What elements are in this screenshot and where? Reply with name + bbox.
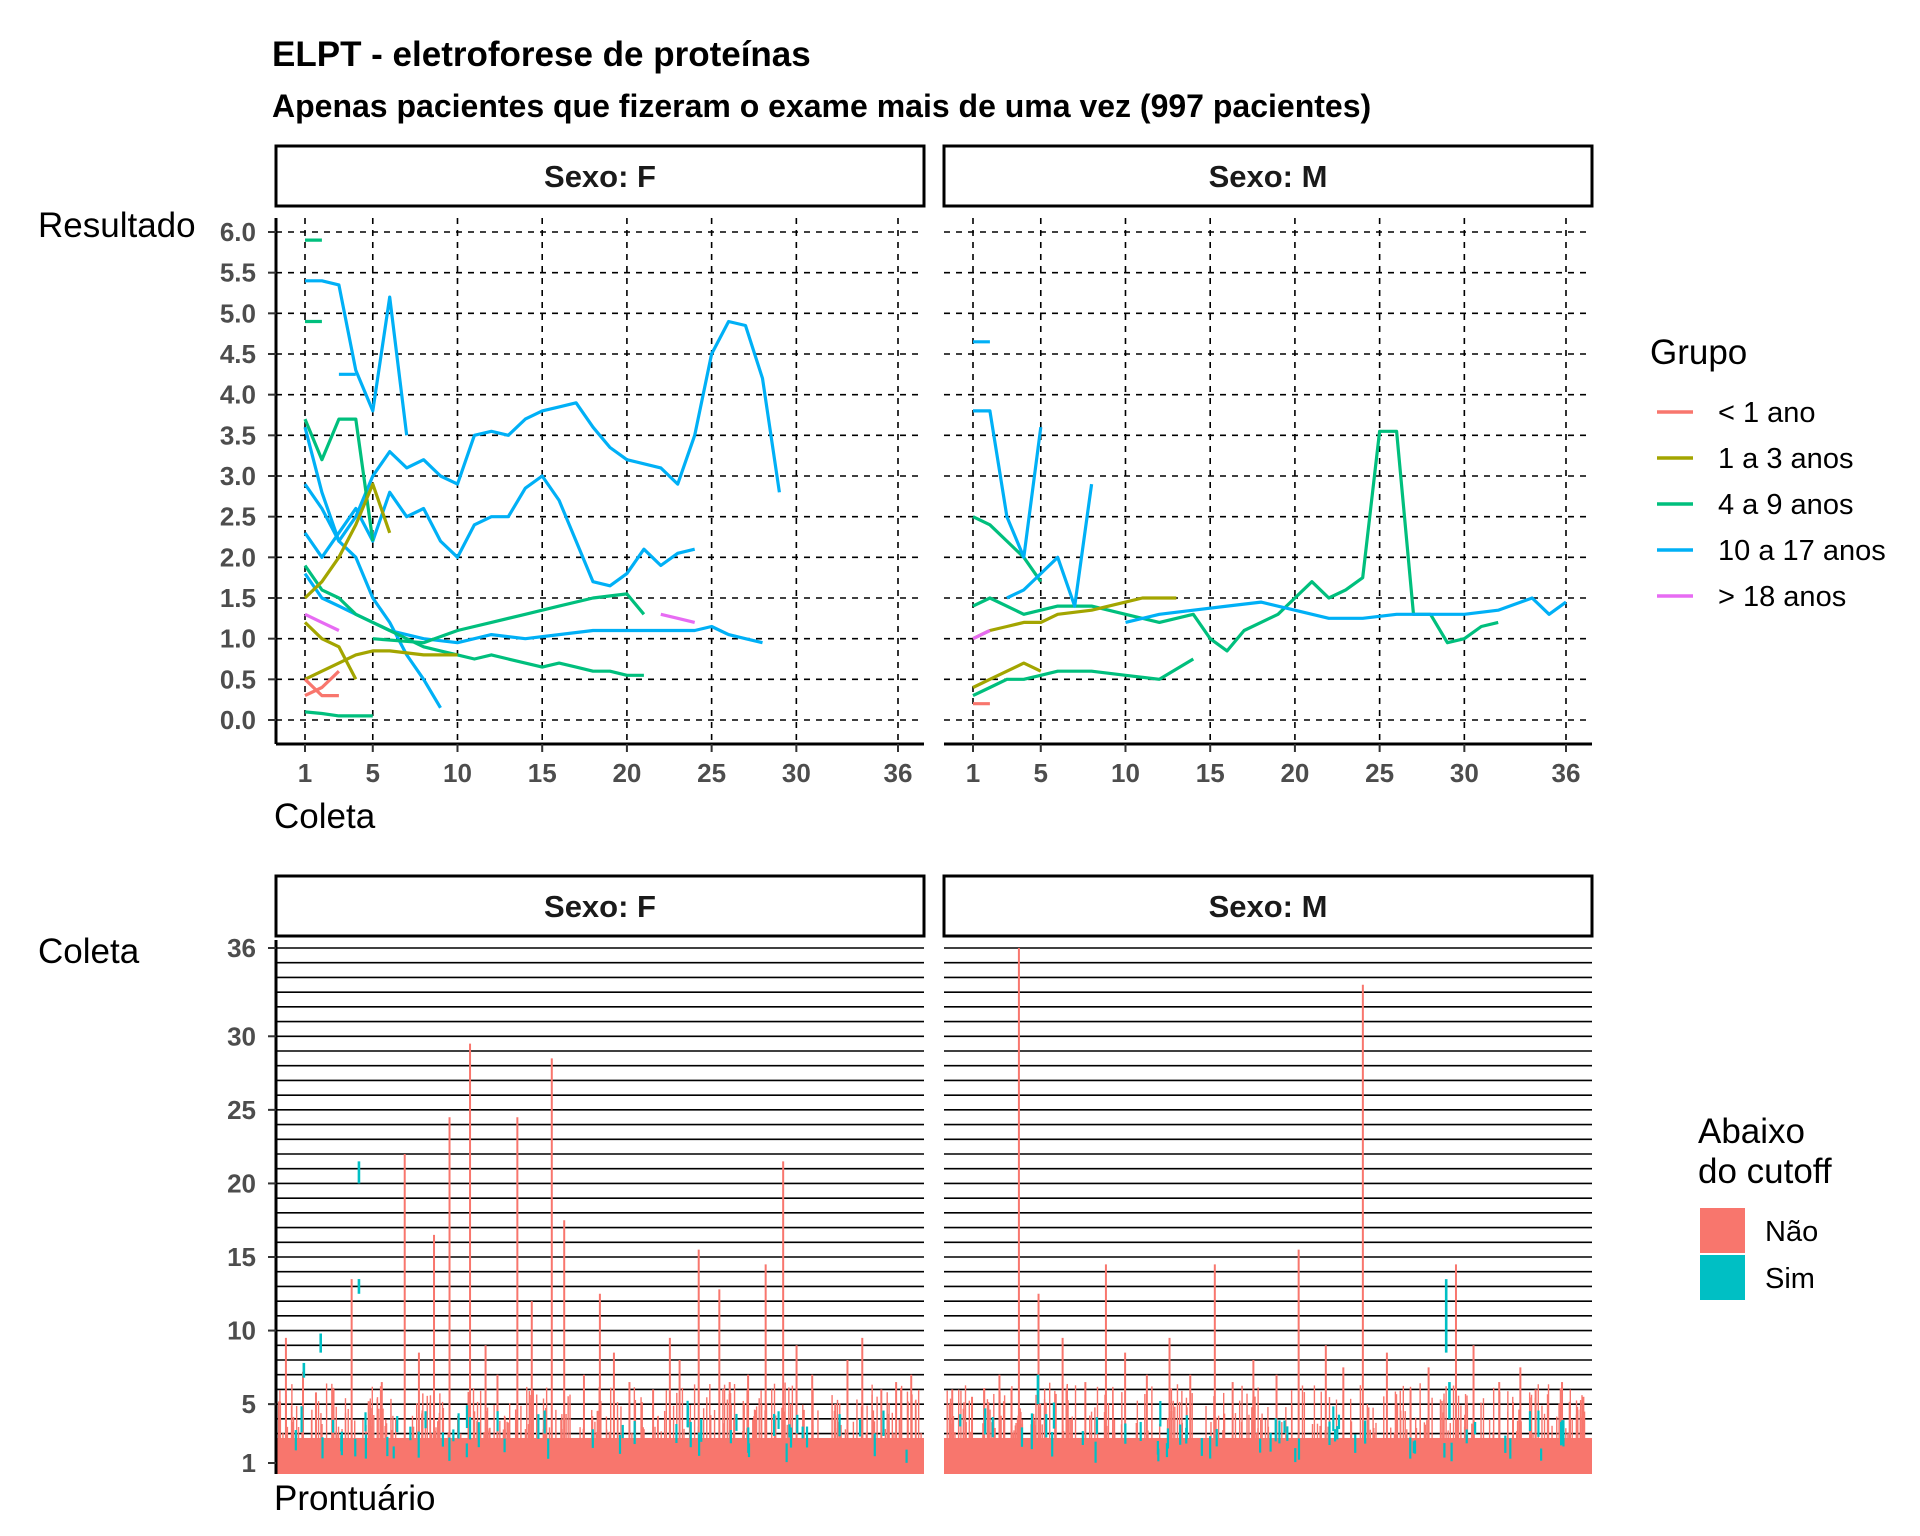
series-line bbox=[973, 409, 1043, 559]
strip-label-bottom-f: Sexo: F bbox=[544, 889, 656, 924]
line-panel-m: 1 5 10 15 20 25 30 36 bbox=[944, 218, 1592, 788]
x-tick-label: 1 bbox=[298, 758, 312, 788]
strip-top-f bbox=[274, 144, 926, 208]
y-tick-label: 5.5 bbox=[220, 258, 256, 288]
strip-bottom-f bbox=[274, 874, 926, 938]
y-tick-label: 1.5 bbox=[220, 583, 256, 613]
line-panels: 1 5 10 15 20 25 30 36 1 5 10 15 20 25 30 360.00.51.01.5… bbox=[220, 217, 1592, 788]
x-tick-label: 1 bbox=[966, 758, 980, 788]
x-tick-label: 5 bbox=[366, 758, 380, 788]
x-tick-label: 36 bbox=[1552, 758, 1581, 788]
series-line bbox=[303, 319, 781, 543]
strip-label-bottom-m: Sexo: M bbox=[1209, 889, 1328, 924]
series-line bbox=[972, 596, 1177, 641]
x-tick-label: 36 bbox=[884, 758, 913, 788]
y-tick-label: 1 bbox=[242, 1448, 256, 1478]
series-line bbox=[1125, 596, 1567, 624]
y-tick-label: 30 bbox=[227, 1021, 256, 1051]
y-tick-label: 2.5 bbox=[220, 502, 256, 532]
series-line bbox=[303, 482, 392, 600]
series-line bbox=[304, 649, 458, 681]
y-tick-label: 20 bbox=[227, 1168, 256, 1198]
series-line bbox=[1006, 483, 1094, 608]
y-tick-label: 1.0 bbox=[220, 624, 256, 654]
y-tick-label: 5 bbox=[242, 1389, 256, 1419]
y-tick-label: 3.0 bbox=[220, 461, 256, 491]
series-line bbox=[972, 515, 1043, 583]
x-tick-label: 15 bbox=[528, 758, 557, 788]
legend-label: 4 a 9 anos bbox=[1718, 489, 1853, 521]
series-line bbox=[972, 629, 991, 641]
legend-key bbox=[1700, 1208, 1745, 1253]
series-line bbox=[304, 710, 373, 718]
series-line bbox=[303, 621, 358, 681]
legend-label: 10 a 17 anos bbox=[1718, 535, 1886, 567]
y-tick-label: 2.0 bbox=[220, 542, 256, 572]
bar-panel-f bbox=[276, 947, 924, 1474]
y-tick-label: 0.0 bbox=[220, 705, 256, 735]
series-line bbox=[303, 678, 339, 698]
legend-label: Sim bbox=[1765, 1263, 1815, 1295]
series-line bbox=[305, 279, 409, 436]
bar-panel-m bbox=[944, 947, 1592, 1474]
x-tick-label: 25 bbox=[697, 758, 726, 788]
series-line bbox=[303, 474, 696, 588]
series-line bbox=[303, 572, 763, 645]
chart-title: ELPT - eletroforese de proteínas bbox=[272, 35, 811, 74]
strip-label-top-f: Sexo: F bbox=[544, 159, 656, 194]
series-line bbox=[372, 592, 646, 645]
y-axis-title-top: Resultado bbox=[38, 206, 196, 245]
x-tick-label: 5 bbox=[1034, 758, 1048, 788]
y-tick-label: 15 bbox=[227, 1242, 256, 1272]
y-tick-label: 0.5 bbox=[220, 664, 256, 694]
x-tick-label: 15 bbox=[1196, 758, 1225, 788]
y-tick-label: 4.5 bbox=[220, 339, 256, 369]
series-line bbox=[972, 657, 1195, 698]
legend-label: > 18 anos bbox=[1718, 581, 1846, 613]
y-tick-label: 4.0 bbox=[220, 380, 256, 410]
x-tick-label: 10 bbox=[1111, 758, 1140, 788]
x-tick-label: 30 bbox=[1450, 758, 1479, 788]
y-tick-label: 36 bbox=[227, 933, 256, 963]
legend-label: < 1 ano bbox=[1718, 397, 1816, 429]
series-line bbox=[972, 661, 1042, 689]
bar-base bbox=[276, 1437, 924, 1474]
legend-grupo-title: Grupo bbox=[1650, 333, 1747, 372]
legend-label: Não bbox=[1765, 1216, 1818, 1248]
strip-top-m bbox=[942, 144, 1594, 208]
chart-subtitle: Apenas pacientes que fizeram o exame mai… bbox=[272, 88, 1371, 124]
series-line bbox=[304, 670, 341, 698]
line-panel-f: 1 5 10 15 20 25 30 36 bbox=[274, 218, 924, 788]
series-line bbox=[303, 417, 375, 542]
y-tick-label: 10 bbox=[227, 1316, 256, 1346]
series-line bbox=[303, 426, 442, 709]
strip-bottom-m bbox=[942, 874, 1594, 938]
x-axis-title-top: Coleta bbox=[274, 797, 376, 836]
legend-cutoff: Abaixo do cutoff Não Sim bbox=[1698, 1112, 1832, 1300]
series-line bbox=[303, 564, 644, 677]
x-tick-label: 20 bbox=[612, 758, 641, 788]
series-line bbox=[660, 612, 696, 624]
x-tick-label: 20 bbox=[1280, 758, 1309, 788]
y-axis-title-bottom: Coleta bbox=[38, 932, 140, 971]
y-tick-label: 25 bbox=[227, 1095, 256, 1125]
bar-base bbox=[944, 1437, 1592, 1474]
legend-cutoff-title-line2: do cutoff bbox=[1698, 1152, 1832, 1191]
legend-cutoff-title-line1: Abaixo bbox=[1698, 1112, 1805, 1151]
legend-label: 1 a 3 anos bbox=[1718, 443, 1853, 475]
legend-grupo: Grupo < 1 ano 1 a 3 anos 4 a 9 anos 10 a 17… bbox=[1650, 333, 1886, 613]
x-tick-label: 30 bbox=[782, 758, 811, 788]
y-tick-label: 3.5 bbox=[220, 420, 256, 450]
legend-key bbox=[1700, 1255, 1745, 1300]
y-tick-label: 6.0 bbox=[220, 217, 256, 247]
strip-label-top-m: Sexo: M bbox=[1209, 159, 1328, 194]
x-axis-title-bottom: Prontuário bbox=[274, 1479, 435, 1518]
series-line bbox=[304, 612, 340, 632]
x-tick-label: 25 bbox=[1365, 758, 1394, 788]
x-tick-label: 10 bbox=[443, 758, 472, 788]
y-tick-label: 5.0 bbox=[220, 298, 256, 328]
